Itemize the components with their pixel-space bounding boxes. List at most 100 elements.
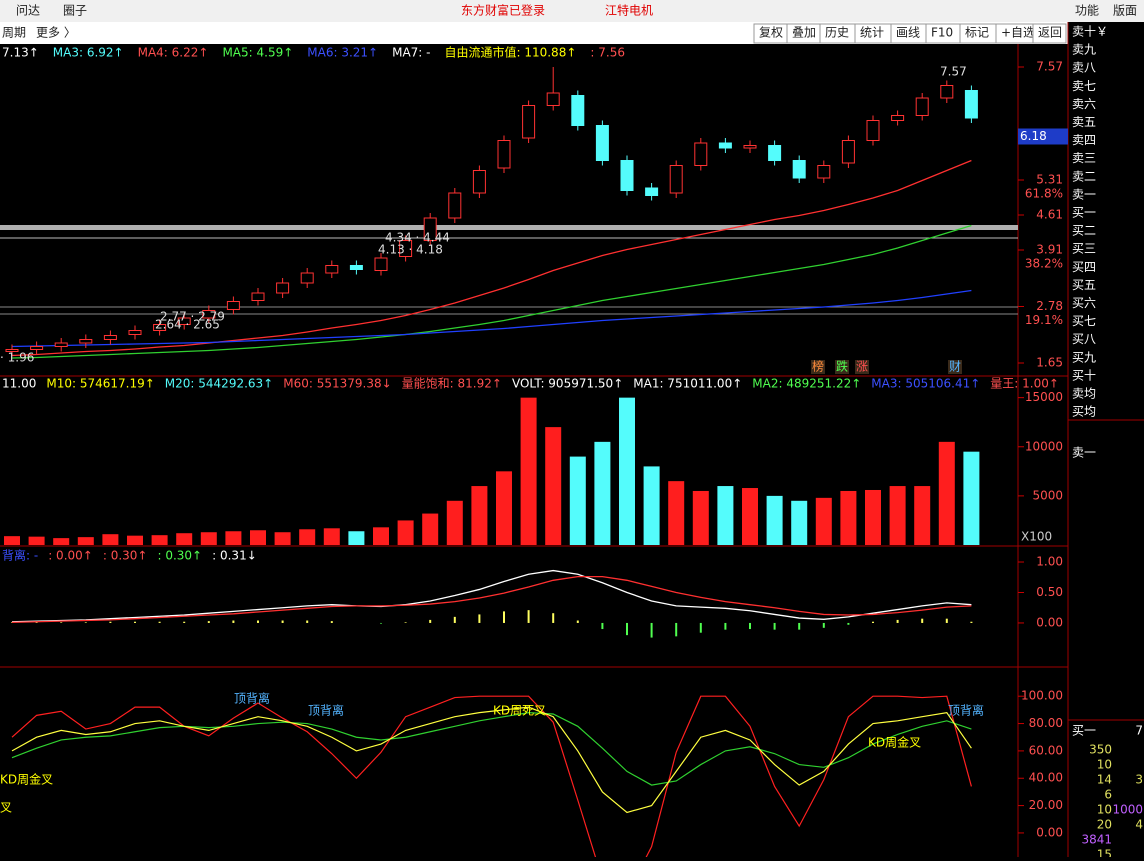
candle-body xyxy=(645,187,659,196)
candle-body xyxy=(5,349,19,352)
book-level: 卖二 xyxy=(1072,169,1096,183)
volume-bar xyxy=(889,486,906,545)
candle-body xyxy=(472,170,486,194)
volume-bar xyxy=(692,490,709,545)
volume-bar xyxy=(348,531,365,545)
y-tick-label: 0.00 xyxy=(1036,615,1063,629)
candle-body xyxy=(128,330,142,335)
login-status: 东方财富已登录 xyxy=(461,3,545,18)
volume-bar xyxy=(176,533,193,545)
volume-bar xyxy=(373,527,389,545)
volume-bar xyxy=(742,488,758,545)
book-level: 卖十￥ xyxy=(1072,25,1108,39)
toolbar-button[interactable]: +自选 xyxy=(1001,26,1035,40)
y-tick-label: 2.78 xyxy=(1036,299,1063,313)
menu-item[interactable]: 功能 xyxy=(1075,4,1099,18)
candle-body xyxy=(522,105,536,139)
book-level: 卖六 xyxy=(1072,97,1096,111)
legend-item: MA2: 489251.22↑ xyxy=(752,377,861,391)
menu-item[interactable]: 版面 xyxy=(1113,4,1137,18)
volume-bar xyxy=(865,489,881,545)
toolbar-button[interactable]: 标记 xyxy=(965,26,989,40)
y-tick-label: 100.00 xyxy=(1021,689,1063,703)
volume-bar xyxy=(717,486,734,545)
book-cell: 1000 xyxy=(1112,803,1143,817)
kd-signal: 顶背离 xyxy=(948,703,984,718)
candle-body xyxy=(79,339,93,344)
volume-bar xyxy=(815,497,832,545)
kd-signal: KD周金叉 xyxy=(0,772,53,787)
event-marker: 财 xyxy=(949,360,961,374)
candle-body xyxy=(177,317,191,325)
legend-item: 11.00 xyxy=(2,377,36,391)
event-marker: 涨 xyxy=(856,359,868,374)
volume-bar xyxy=(840,490,857,545)
d-line xyxy=(11,712,972,786)
price-note: 7.57 xyxy=(940,65,967,79)
volume-bar xyxy=(225,531,242,545)
legend-item: MA7: - xyxy=(392,46,430,60)
candle-body xyxy=(226,301,240,310)
volume-bar xyxy=(545,427,562,545)
more: 更多 〉 xyxy=(36,26,76,40)
book-level: 买六 xyxy=(1072,296,1096,310)
toolbar-button[interactable]: 画线 xyxy=(896,26,920,40)
price-note: 2.64 · 2.65 xyxy=(155,318,220,332)
book-level: 卖一 xyxy=(1072,446,1096,460)
book-cell: 3 xyxy=(1135,773,1143,787)
candle-body xyxy=(792,160,806,179)
volume-bar xyxy=(594,441,611,545)
candle-body xyxy=(571,95,585,126)
book-level: 卖均 xyxy=(1072,387,1096,401)
toolbar-button[interactable]: 复权 xyxy=(759,26,783,40)
y-tick-label: 4.61 xyxy=(1036,208,1063,222)
legend-item: 背离: - xyxy=(2,548,38,563)
volume-bar xyxy=(4,536,20,545)
ma-line xyxy=(11,289,972,348)
candle-body xyxy=(423,217,437,241)
marker-box xyxy=(835,360,849,374)
legend-item: 自由流通市值: 110.88↑ xyxy=(444,45,576,60)
toolbar-button[interactable]: 历史 xyxy=(825,26,849,40)
kd-signal: 顶背离 xyxy=(234,691,270,706)
toolbar-button[interactable]: 返回 xyxy=(1038,26,1062,40)
price-note: · 1.96 xyxy=(0,351,34,365)
book-level: 买七 xyxy=(1072,314,1096,328)
marker-box xyxy=(948,360,962,374)
fib-label: 61.8% xyxy=(1025,187,1063,201)
volume-bar xyxy=(151,535,168,545)
volume-bar xyxy=(28,536,45,545)
toolbar-button[interactable]: F10 xyxy=(931,26,953,40)
book-level: 卖八 xyxy=(1072,61,1096,75)
ma-line xyxy=(11,159,972,357)
legend-item: M20: 544292.63↑ xyxy=(165,377,273,391)
volume-bar xyxy=(299,529,316,545)
legend-item: 7.13↑ xyxy=(2,46,39,60)
marker-box xyxy=(811,360,825,374)
book-level: 买九 xyxy=(1072,350,1096,364)
volume-bar xyxy=(53,538,70,545)
volume-bar xyxy=(668,481,685,545)
menu-item: 问达 xyxy=(16,4,40,18)
book-level: 买五 xyxy=(1072,278,1096,292)
candle-body xyxy=(964,90,978,119)
candle-body xyxy=(817,165,831,179)
legend-item: : 0.31↓ xyxy=(212,549,257,563)
candle-body xyxy=(448,192,462,219)
candle-body xyxy=(300,272,314,284)
volume-bar xyxy=(619,397,635,545)
toolbar-button[interactable]: 统计 xyxy=(860,26,884,40)
volume-bar xyxy=(569,456,586,545)
book-cell: 350 xyxy=(1089,743,1112,757)
candle-body xyxy=(497,140,511,169)
price-note: 2.77 · 2.79 xyxy=(160,310,225,324)
candle-body xyxy=(841,140,855,164)
candle-body xyxy=(349,265,363,270)
ma-line xyxy=(11,224,972,359)
book-level: 买二 xyxy=(1072,224,1096,238)
toolbar-button[interactable]: 叠加 xyxy=(792,26,816,40)
y-tick-label: 3.91 xyxy=(1036,243,1063,257)
menu-item: 圈子 xyxy=(63,4,87,18)
candle-body xyxy=(669,165,683,194)
current-price: 6.18 xyxy=(1020,129,1047,143)
